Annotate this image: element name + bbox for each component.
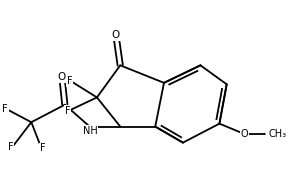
Text: O: O xyxy=(58,72,66,82)
Text: NH: NH xyxy=(83,126,98,136)
Text: CH₃: CH₃ xyxy=(268,129,286,139)
Text: O: O xyxy=(240,129,248,139)
Text: F: F xyxy=(8,142,14,152)
Text: F: F xyxy=(40,143,46,153)
Text: O: O xyxy=(112,30,120,40)
Text: F: F xyxy=(67,76,73,86)
Text: F: F xyxy=(2,104,8,114)
Text: F: F xyxy=(65,105,71,115)
